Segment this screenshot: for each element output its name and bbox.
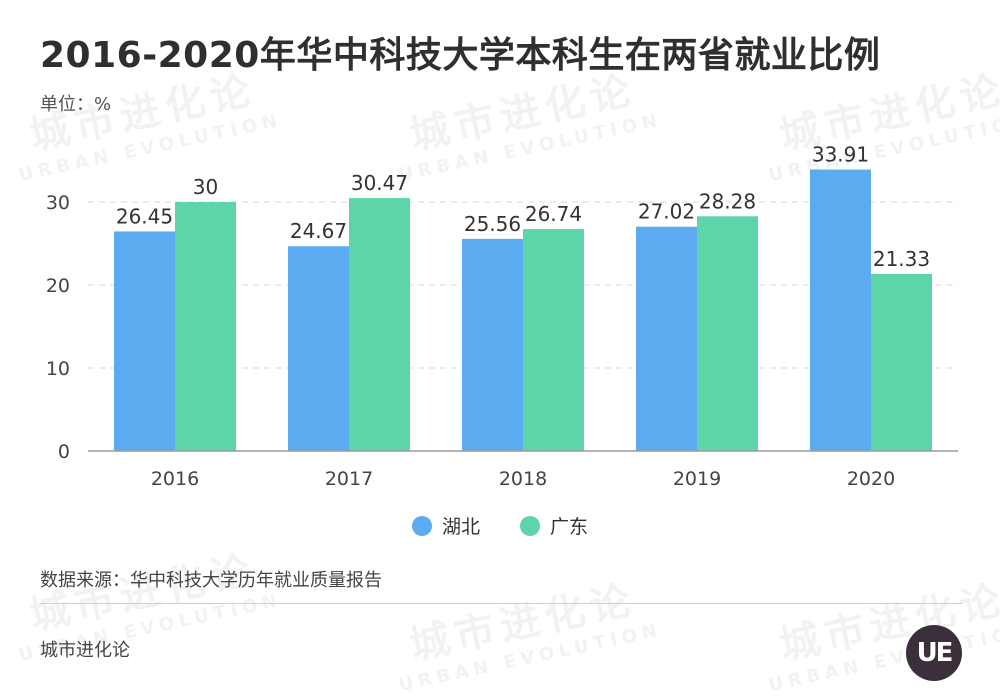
legend-dot-icon	[520, 515, 540, 536]
y-tick-label: 10	[46, 358, 70, 380]
data-label: 33.91	[812, 143, 869, 167]
data-label: 30.47	[351, 171, 408, 195]
brand-logo: UE	[906, 625, 962, 681]
legend-item-guangdong: 广东	[520, 512, 588, 539]
y-tick-label: 0	[58, 441, 70, 463]
data-label: 21.33	[873, 247, 930, 271]
y-tick-label: 20	[46, 275, 70, 297]
bar-guangdong	[871, 273, 932, 451]
bar-hubei	[462, 238, 523, 451]
data-label: 27.02	[638, 200, 695, 224]
brand-name: 城市进化论	[40, 640, 130, 661]
legend-item-hubei: 湖北	[411, 512, 480, 539]
bar-hubei	[810, 169, 871, 451]
unit-label: 单位：%	[40, 94, 112, 115]
y-tick-label: 30	[46, 192, 70, 214]
x-tick-label: 2017	[325, 468, 373, 490]
bar-guangdong	[523, 229, 584, 451]
data-label: 26.74	[525, 202, 582, 226]
bar-hubei	[114, 231, 175, 451]
legend-label: 湖北	[441, 516, 480, 538]
data-label: 24.67	[290, 219, 347, 243]
bar-guangdong	[349, 198, 410, 451]
x-tick-label: 2016	[151, 468, 199, 490]
data-label: 25.56	[464, 212, 521, 236]
bar-hubei	[288, 246, 349, 451]
chart-title: 2016-2020年华中科技大学本科生在两省就业比例	[40, 35, 881, 76]
data-label: 26.45	[116, 204, 173, 228]
x-tick-label: 2020	[847, 468, 895, 490]
source-note: 数据来源：华中科技大学历年就业质量报告	[40, 570, 382, 591]
bar-guangdong	[175, 202, 236, 451]
divider	[40, 603, 962, 604]
legend-dot-icon	[411, 515, 432, 536]
legend-label: 广东	[550, 516, 589, 538]
data-label: 30	[193, 175, 218, 199]
bar-guangdong	[697, 216, 758, 451]
x-tick-label: 2018	[499, 468, 547, 490]
x-tick-label: 2019	[673, 468, 721, 490]
data-label: 28.28	[699, 189, 756, 213]
bar-hubei	[636, 226, 697, 451]
legend: 湖北 广东	[0, 512, 1000, 539]
